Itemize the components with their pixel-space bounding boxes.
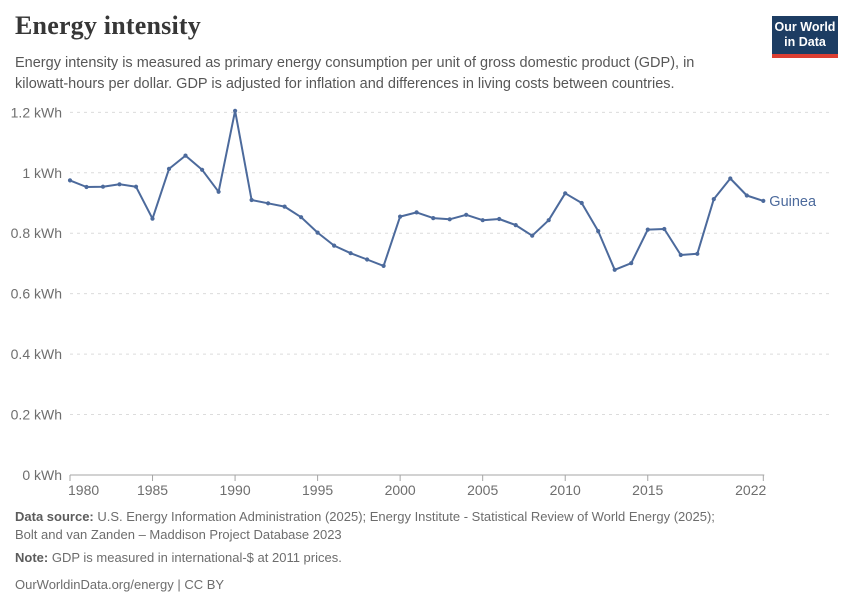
data-point [513,223,518,228]
data-point [414,210,419,215]
note-line: Note: GDP is measured in international-$… [15,549,731,567]
x-axis-tick-label: 1985 [137,482,168,498]
x-axis-tick-label: 2000 [385,482,416,498]
x-axis-tick-label: 2015 [632,482,663,498]
data-point [662,226,667,232]
x-axis-tick-label: 1980 [68,482,99,498]
note-text: GDP is measured in international-$ at 20… [48,550,342,566]
chart-subtitle: Energy intensity is measured as primary … [15,55,695,93]
data-point [678,252,683,258]
y-axis-tick-label: 0 kWh [22,467,62,483]
data-point [315,230,320,235]
data-point [216,189,221,194]
x-axis-tick-label: 2022 [735,482,766,498]
data-point [711,197,716,202]
data-point [447,217,452,222]
data-point [282,204,287,209]
data-point [546,218,551,223]
data-point [612,267,617,272]
data-point [365,257,370,262]
data-point [117,182,122,187]
data-point [480,218,485,223]
data-point [381,263,386,268]
data-point [183,153,188,158]
data-source-label: Data source: [15,509,94,524]
data-source-line: Data source: U.S. Energy Information Adm… [15,508,731,544]
data-point [200,167,205,172]
x-axis-tick-label: 2010 [550,482,581,498]
x-axis-tick-label: 2005 [467,482,498,498]
data-point [84,184,89,190]
owid-url-link[interactable]: OurWorldinData.org/energy | CC BY [15,576,225,592]
y-axis-tick-label: 1 kWh [22,165,62,181]
data-point [579,200,584,206]
owid-logo[interactable]: Our World in Data [772,16,838,58]
owid-logo-line2: in Data [784,34,826,49]
data-point [100,184,106,189]
series-end-label: Guinea [769,194,817,210]
data-point [744,193,749,198]
note-label: Note: [15,550,49,566]
data-point [233,108,238,113]
y-axis-tick-label: 0.2 kWh [11,407,62,423]
data-point [266,201,271,206]
owid-logo-line1: Our World [774,20,836,34]
data-point [695,251,700,256]
data-point [133,184,139,189]
data-point [398,214,403,219]
data-point [728,176,733,181]
data-point [249,197,254,203]
data-point [464,212,469,217]
data-point [150,216,155,221]
data-point [629,261,634,266]
y-axis-tick-label: 0.8 kWh [11,225,62,241]
data-point [645,227,650,232]
data-point [761,198,766,203]
data-point [299,215,304,220]
chart-footer: Data source: U.S. Energy Information Adm… [15,508,731,599]
data-source-text: U.S. Energy Information Administration (… [15,509,715,543]
data-point [497,216,502,222]
y-axis-tick-label: 0.4 kWh [11,346,62,362]
data-point [348,251,353,256]
page-title: Energy intensity [15,11,201,40]
data-point [67,178,73,183]
data-line-guinea [69,109,765,271]
y-axis-tick-label: 1.2 kWh [11,104,62,120]
data-point [332,243,337,248]
data-point [530,233,535,238]
data-point [563,191,568,196]
data-point [431,216,436,221]
y-axis-tick-label: 0.6 kWh [11,286,62,302]
data-point [166,166,172,171]
x-axis-tick-label: 1995 [302,482,333,498]
data-point [596,229,601,234]
x-axis-tick-label: 1990 [219,482,250,498]
